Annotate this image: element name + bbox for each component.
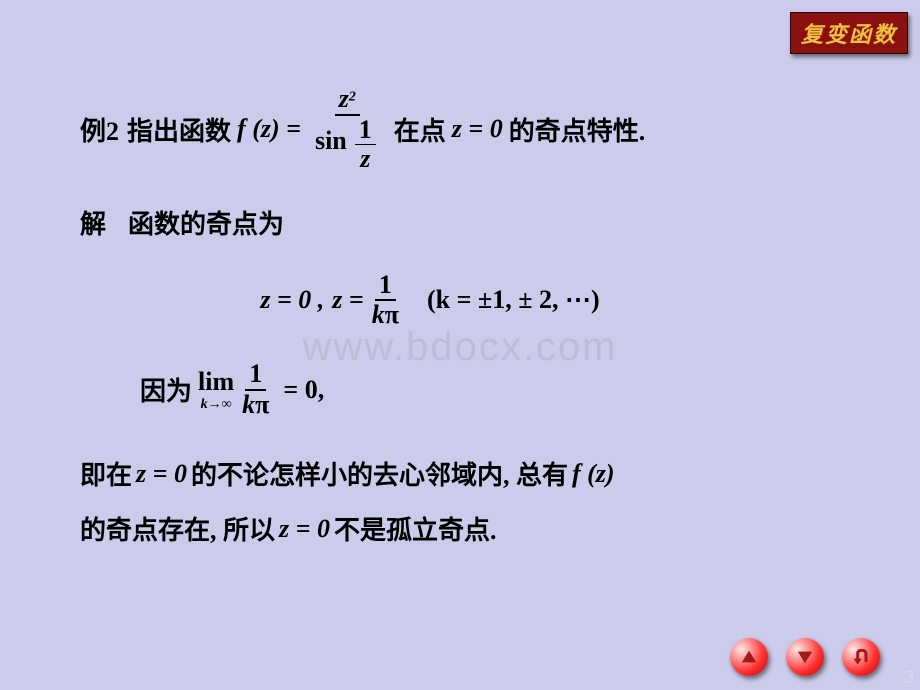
example-label: 例2 <box>80 111 119 148</box>
page-number: 3 <box>904 667 914 688</box>
because-label: 因为 <box>140 371 192 408</box>
fraction-k: 1 kπ <box>368 271 403 330</box>
triangle-up-icon <box>740 648 758 666</box>
frac-num: 1 <box>375 271 396 302</box>
pi-symbol: π <box>385 300 399 329</box>
pi-symbol: π <box>255 390 269 419</box>
math-eq: z = 0 <box>279 514 330 544</box>
lim-text: lim <box>198 367 234 397</box>
exponent: 2 <box>349 90 356 105</box>
text-segment: 指出函数 <box>127 111 231 148</box>
text-segment: 的奇点存在, 所以 <box>80 510 275 547</box>
text-segment: 的奇点特性. <box>509 111 646 148</box>
solution-label: 解 <box>80 204 106 241</box>
frac-den: kπ <box>238 391 273 420</box>
limit-fraction: 1 kπ <box>238 360 273 419</box>
nav-back-button[interactable] <box>842 638 880 676</box>
nav-up-button[interactable] <box>730 638 768 676</box>
conclusion-line-2: 的奇点存在, 所以 z = 0 不是孤立奇点. <box>80 510 880 547</box>
inner-num: 1 <box>355 116 376 146</box>
slide-content: 例2 指出函数 f (z) = z2 sin 1 z 在点 z = 0 的奇点特… <box>80 85 880 555</box>
limit-line: 因为 lim k→∞ 1 kπ = 0, <box>140 360 880 419</box>
math-eq: z = 0 , <box>260 285 324 315</box>
nav-button-group <box>730 638 880 676</box>
nav-down-button[interactable] <box>786 638 824 676</box>
math-var: z <box>339 84 349 113</box>
inner-fraction: 1 z <box>355 116 376 174</box>
math-eq: z = 0 <box>452 114 503 144</box>
header-badge: 复变函数 <box>790 12 908 54</box>
sin-function: sin <box>315 125 347 154</box>
condition-text: (k = ±1, ± 2, ⋯) <box>427 285 600 315</box>
lim-subscript: k→∞ <box>201 397 232 413</box>
singularities-line: z = 0 , z = 1 kπ (k = ±1, ± 2, ⋯) <box>80 271 780 330</box>
fraction-denominator: sin 1 z <box>311 116 384 174</box>
math-fn: f (z) <box>572 459 615 489</box>
text-segment: 函数的奇点为 <box>128 204 284 241</box>
math-eq: z = <box>332 285 363 315</box>
frac-den: kπ <box>368 301 403 330</box>
limit-operator: lim k→∞ <box>198 367 234 413</box>
math-fn: f (z) = <box>237 114 301 144</box>
solution-line: 解 函数的奇点为 <box>80 204 880 241</box>
text-segment: 不是孤立奇点. <box>334 510 497 547</box>
math-var: k <box>242 390 255 419</box>
triangle-down-icon <box>796 648 814 666</box>
inner-den: z <box>356 145 374 174</box>
u-turn-icon <box>851 647 871 667</box>
frac-num: 1 <box>245 360 266 391</box>
text-segment: 的不论怎样小的去心邻域内, 总有 <box>191 455 568 492</box>
example-line: 例2 指出函数 f (z) = z2 sin 1 z 在点 z = 0 的奇点特… <box>80 85 880 174</box>
text-segment: 即在 <box>80 455 132 492</box>
math-eq: = 0, <box>283 375 324 405</box>
fraction-numerator: z2 <box>335 85 360 116</box>
math-var: k <box>372 300 385 329</box>
fraction-main: z2 sin 1 z <box>311 85 384 174</box>
conclusion-line-1: 即在 z = 0 的不论怎样小的去心邻域内, 总有 f (z) <box>80 455 880 492</box>
text-segment: 在点 <box>394 111 446 148</box>
math-eq: z = 0 <box>136 459 187 489</box>
